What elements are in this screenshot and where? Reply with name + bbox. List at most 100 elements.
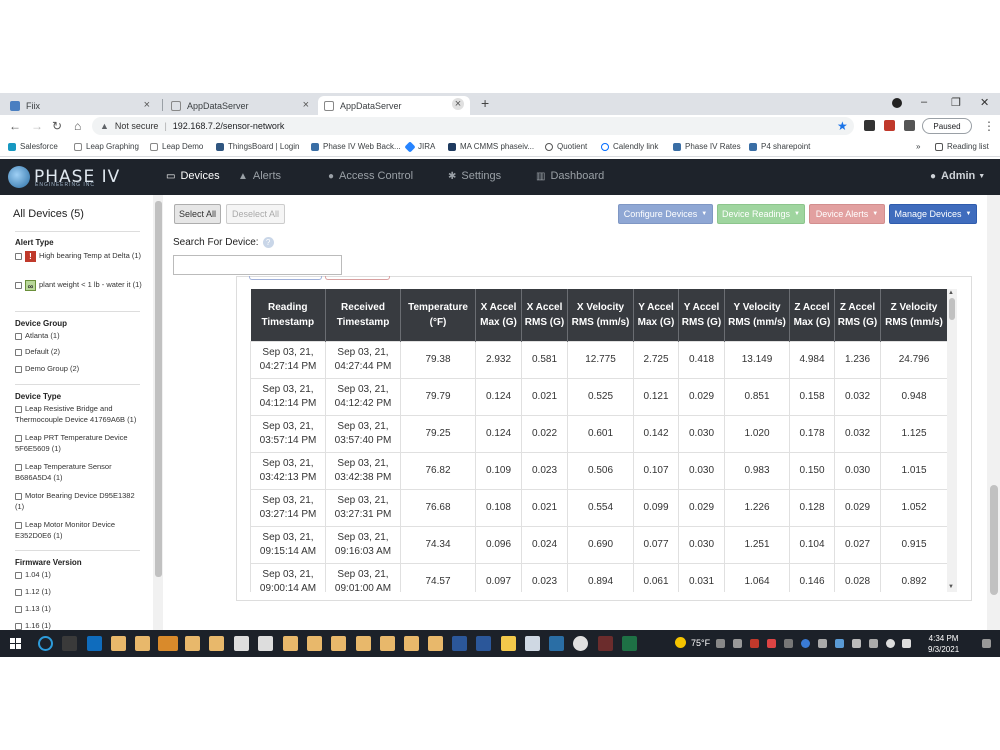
bookmarks-overflow[interactable]: » (916, 142, 921, 151)
bookmark-thingsboard[interactable]: ThingsBoard | Login (216, 142, 299, 151)
bookmark-salesforce[interactable]: Salesforce (8, 142, 58, 151)
scroll-up-icon[interactable]: ▲ (948, 290, 954, 296)
column-header[interactable]: X Accel Max (G) (475, 289, 522, 341)
tray-icon[interactable] (750, 639, 759, 648)
edge-icon[interactable] (38, 636, 53, 651)
phase-iv-logo[interactable]: PHASE IV ENGINEERING INC (8, 165, 128, 189)
column-header[interactable]: Y Accel Max (G) (633, 289, 679, 341)
table-scroll-thumb[interactable] (949, 298, 955, 320)
table-row[interactable]: Sep 03, 21, 04:12:14 PM Sep 03, 21, 04:12… (250, 377, 947, 416)
checkbox[interactable] (15, 521, 22, 529)
url-text[interactable]: 192.168.7.2/sensor-network (172, 121, 285, 131)
checkbox[interactable] (15, 405, 22, 413)
close-icon[interactable]: × (452, 98, 464, 110)
tab-search-icon[interactable] (892, 98, 902, 108)
column-header[interactable]: Y Accel RMS (G) (678, 289, 725, 341)
nav-dashboard[interactable]: ▥ Dashboard (536, 170, 605, 182)
scroll-down-icon[interactable]: ▼ (948, 584, 954, 590)
filter-group-demo[interactable]: Demo Group (2) (15, 363, 143, 374)
close-icon[interactable]: × (143, 99, 150, 111)
mail-icon[interactable] (356, 636, 371, 651)
configure-devices-button[interactable]: Configure Devices ▼ (618, 204, 713, 224)
bookmark-leap-demo[interactable]: Leap Demo (150, 142, 203, 151)
checkbox[interactable] (15, 332, 22, 340)
browser-tab-appdataserver[interactable]: AppDataServer × (165, 96, 315, 115)
mail-icon[interactable] (307, 636, 322, 651)
column-header[interactable]: Reading Timestamp (250, 289, 326, 341)
checkbox[interactable] (15, 492, 22, 500)
taskbar-clock[interactable]: 4:34 PM 9/3/2021 (928, 634, 960, 654)
menu-dots-icon[interactable]: ⋮ (983, 119, 995, 133)
profile-paused-button[interactable]: Paused (922, 118, 972, 134)
column-header[interactable]: Z Accel RMS (G) (834, 289, 881, 341)
checkbox[interactable] (15, 365, 22, 373)
filter-type-resistive-bridge[interactable]: Leap Resistive Bridge and Thermocouple D… (15, 404, 137, 424)
checkbox[interactable] (15, 622, 22, 630)
volume-icon[interactable] (902, 639, 911, 648)
tray-icon[interactable] (716, 639, 725, 648)
checkbox[interactable] (15, 348, 22, 356)
outlook-icon[interactable] (87, 636, 102, 651)
mail-icon[interactable] (283, 636, 298, 651)
checkbox[interactable] (15, 571, 22, 579)
nav-access-control[interactable]: ● Access Control (328, 170, 414, 182)
minimize-icon[interactable]: – (921, 96, 928, 108)
reload-icon[interactable]: ↻ (52, 119, 63, 133)
column-header[interactable]: Received Timestamp (325, 289, 401, 341)
filter-alert-high-bearing[interactable]: ! High bearing Temp at Delta (1) (15, 250, 143, 262)
recycle-icon[interactable] (525, 636, 540, 651)
tray-icon[interactable] (835, 639, 844, 648)
device-alerts-button[interactable]: Device Alerts ▼ (809, 204, 885, 224)
tray-icon[interactable] (818, 639, 827, 648)
nav-settings[interactable]: ✱ Settings (448, 170, 502, 182)
phase-iv-app-icon[interactable] (549, 636, 564, 651)
filter-firmware-112[interactable]: 1.12 (1) (15, 586, 143, 597)
tray-icon[interactable] (733, 639, 742, 648)
excel-icon[interactable] (622, 636, 637, 651)
bookmark-phase-iv-rates[interactable]: Phase IV Rates (673, 142, 741, 151)
column-header[interactable]: X Velocity RMS (mm/s) (567, 289, 634, 341)
bookmark-ma-cmms[interactable]: MA CMMS phaseiv... (448, 142, 534, 151)
app-icon[interactable] (598, 636, 613, 651)
close-icon[interactable]: × (302, 99, 309, 111)
document-icon[interactable] (234, 636, 249, 651)
weather-widget[interactable]: 75°F (675, 637, 710, 648)
mail-icon[interactable] (380, 636, 395, 651)
wifi-icon[interactable] (886, 639, 895, 648)
filter-type-temperature-sensor[interactable]: Leap Temperature Sensor B686A5D4 (1) (15, 462, 112, 482)
table-scrollbar[interactable] (947, 289, 957, 592)
checkbox[interactable] (15, 588, 22, 596)
filter-type-motor-bearing[interactable]: Motor Bearing Device D95E1382 (1) (15, 491, 135, 511)
filter-type-prt[interactable]: Leap PRT Temperature Device 5F6E5609 (1) (15, 433, 128, 453)
deselect-all-button[interactable]: Deselect All (226, 204, 285, 224)
browser-tab-fiix[interactable]: Fiix × (4, 96, 156, 115)
nav-alerts[interactable]: ▲ Alerts (238, 170, 282, 182)
column-header[interactable]: X Accel RMS (G) (521, 289, 568, 341)
all-devices-title[interactable]: All Devices (5) (13, 208, 84, 220)
filter-firmware-104[interactable]: 1.04 (1) (15, 569, 143, 580)
page-scroll-thumb[interactable] (990, 485, 998, 595)
column-header[interactable]: Z Velocity RMS (mm/s) (880, 289, 947, 341)
tray-icon[interactable] (767, 639, 776, 648)
notification-bell-icon[interactable] (158, 636, 178, 651)
mail-icon[interactable] (331, 636, 346, 651)
checkbox[interactable] (15, 605, 22, 613)
manage-devices-button[interactable]: Manage Devices ▼ (889, 204, 977, 224)
sidebar-scroll-thumb[interactable] (155, 201, 162, 577)
checkbox[interactable] (15, 434, 22, 442)
notifications-icon[interactable] (982, 639, 991, 648)
column-header[interactable]: Y Velocity RMS (mm/s) (724, 289, 790, 341)
nav-devices[interactable]: ▭ Devices (166, 170, 220, 182)
tray-icon[interactable] (801, 639, 810, 648)
column-header[interactable]: Z Accel Max (G) (789, 289, 835, 341)
reading-list[interactable]: Reading list (935, 142, 989, 151)
new-tab-icon[interactable]: + (481, 95, 490, 111)
word-icon[interactable] (452, 636, 467, 651)
search-device-input[interactable] (173, 255, 342, 275)
mail-icon[interactable] (209, 636, 224, 651)
bookmark-quotient[interactable]: Quotient (545, 142, 587, 151)
bookmark-leap-graphing[interactable]: Leap Graphing (74, 142, 139, 151)
table-row[interactable]: Sep 03, 21, 03:57:14 PM Sep 03, 21, 03:57… (250, 414, 947, 453)
word-icon[interactable] (476, 636, 491, 651)
sticky-notes-icon[interactable] (501, 636, 516, 651)
